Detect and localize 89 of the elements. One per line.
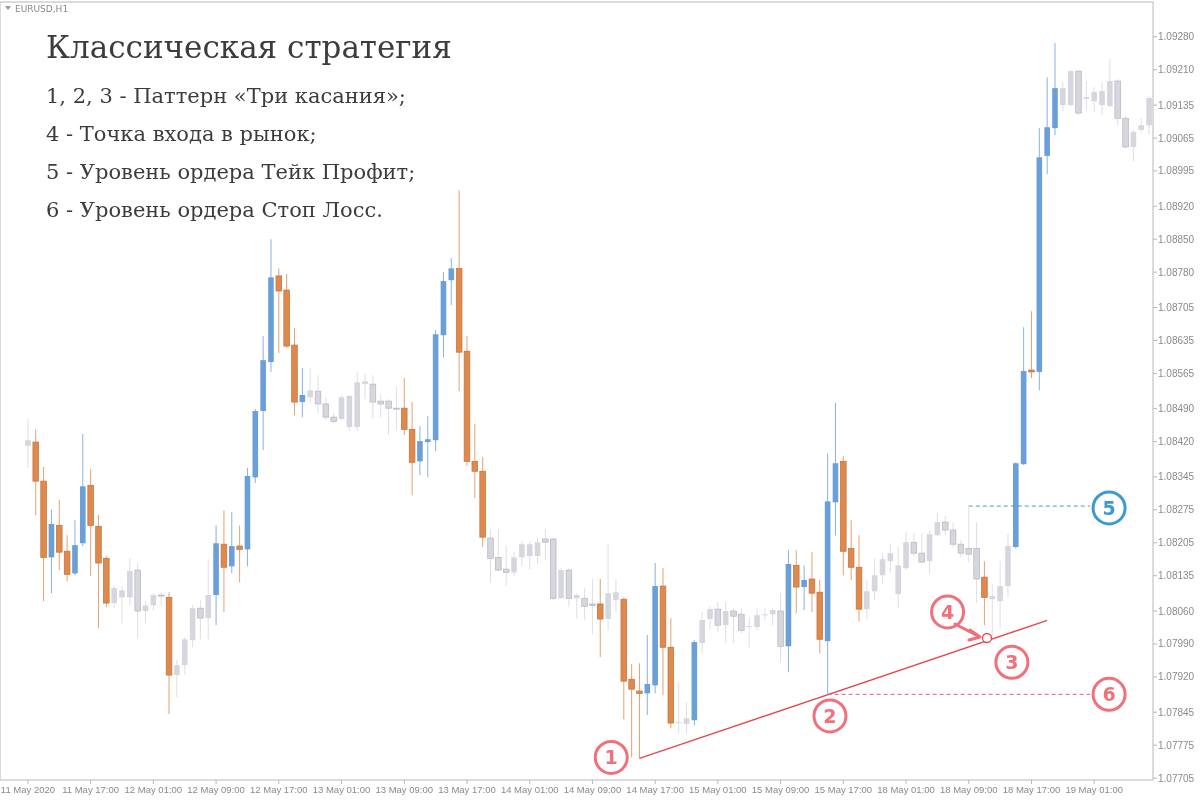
x-tick-label: 18 May 01:00 xyxy=(877,784,935,795)
candlestick xyxy=(220,509,228,613)
y-tick-label: 1.09210 xyxy=(1158,64,1195,76)
annotation: 5 - Уровень ордера Тейк Профит; xyxy=(46,160,416,184)
x-tick-label: 18 May 17:00 xyxy=(1002,784,1061,795)
candlestick xyxy=(119,585,125,624)
y-tick-label: 1.08205 xyxy=(1158,537,1195,549)
y-tick-label: 1.08565 xyxy=(1158,367,1195,379)
candlestick xyxy=(699,611,705,654)
candlestick xyxy=(448,257,455,306)
x-tick-label: 15 May 17:00 xyxy=(814,784,873,795)
y-tick-label: 1.09065 xyxy=(1158,132,1195,144)
candlestick xyxy=(526,540,533,570)
candlestick xyxy=(362,372,368,400)
x-tick-label: 12 May 01:00 xyxy=(124,784,183,795)
candlestick xyxy=(228,511,235,574)
x-tick-label: 14 May 01:00 xyxy=(500,784,559,795)
candlestick xyxy=(236,524,243,583)
y-tick-label: 1.08275 xyxy=(1158,504,1195,516)
x-tick-label: 15 May 09:00 xyxy=(751,784,810,795)
y-tick-label: 1.07705 xyxy=(1158,772,1195,784)
candlestick xyxy=(1091,86,1097,113)
candlestick xyxy=(762,607,768,621)
y-tick-label: 1.08850 xyxy=(1158,233,1195,245)
candlestick xyxy=(519,540,525,567)
candlestick xyxy=(1060,81,1066,112)
x-tick-label: 12 May 17:00 xyxy=(250,784,308,795)
candlestick xyxy=(1099,81,1105,116)
text: Классическая стратегия xyxy=(46,29,452,65)
x-tick-label: 14 May 09:00 xyxy=(563,784,622,795)
candlestick xyxy=(307,367,313,404)
candlestick xyxy=(683,701,690,734)
x-tick-label: 18 May 09:00 xyxy=(939,784,998,795)
candlestick xyxy=(989,583,996,639)
annotation: 6 - Уровень ордера Стоп Лосс. xyxy=(46,198,383,222)
x-tick-label: 12 May 09:00 xyxy=(187,784,245,795)
y-tick-label: 1.08060 xyxy=(1158,605,1195,617)
candlestick xyxy=(1028,310,1035,379)
y-tick-label: 1.08705 xyxy=(1158,301,1195,313)
x-tick-label: 11 May 17:00 xyxy=(62,784,120,795)
x-tick-label: 14 May 17:00 xyxy=(626,784,684,795)
candlestick xyxy=(754,607,760,631)
candlestick xyxy=(636,662,643,759)
annotation: 6 xyxy=(1102,683,1116,706)
candlestick xyxy=(613,578,619,613)
candlestick xyxy=(142,600,149,624)
candlestick xyxy=(338,395,345,421)
candlestick xyxy=(424,415,431,478)
x-tick-label: 11 May 2020 xyxy=(0,784,56,795)
candlestick xyxy=(174,659,180,698)
candlestick xyxy=(1083,80,1090,111)
candlestick xyxy=(573,592,580,619)
candlestick xyxy=(793,549,800,614)
y-tick-label: 1.08635 xyxy=(1158,334,1195,346)
annotation: 5 xyxy=(1102,496,1116,519)
candlestick xyxy=(864,579,870,620)
x-tick-label: 13 May 17:00 xyxy=(438,784,496,795)
candlestick xyxy=(801,564,807,611)
candlestick xyxy=(534,536,541,565)
candlestick xyxy=(981,560,988,626)
y-tick-label: 1.08995 xyxy=(1158,165,1195,177)
y-tick-label: 1.09280 xyxy=(1158,31,1195,43)
annotation: 4 - Точка входа в рынок; xyxy=(46,122,317,146)
y-tick-label: 1.08135 xyxy=(1158,570,1195,582)
y-tick-label: 1.08780 xyxy=(1158,266,1195,278)
candlestick xyxy=(597,578,604,658)
x-tick-label: 13 May 09:00 xyxy=(375,784,434,795)
y-tick-label: 1.07990 xyxy=(1158,638,1195,650)
y-tick-label: 1.07775 xyxy=(1158,739,1195,751)
annotation: 4 xyxy=(940,600,955,623)
annotation: 1, 2, 3 - Паттерн «Три касания»; xyxy=(46,84,406,108)
y-tick-label: 1.08490 xyxy=(1158,403,1195,415)
annotation: 2 xyxy=(823,704,837,727)
x-tick-label: 13 May 01:00 xyxy=(312,784,371,795)
y-tick-label: 1.08345 xyxy=(1158,471,1195,483)
x-tick-label: 15 May 01:00 xyxy=(689,784,747,795)
annotation: 3 xyxy=(1005,651,1019,674)
y-tick-label: 1.09135 xyxy=(1158,99,1195,111)
annotation: 1 xyxy=(604,746,618,769)
y-tick-label: 1.07920 xyxy=(1158,671,1195,683)
candlestick xyxy=(25,418,31,469)
candlestick xyxy=(997,560,1003,629)
y-tick-label: 1.08420 xyxy=(1158,436,1195,448)
x-tick-label: 19 May 01:00 xyxy=(1065,784,1123,795)
y-tick-label: 1.08920 xyxy=(1158,200,1195,212)
candlestick xyxy=(111,584,117,609)
y-tick-label: 1.07845 xyxy=(1158,706,1195,718)
candlestick xyxy=(417,425,423,476)
annotation: EURUSD,H1 xyxy=(15,4,69,14)
